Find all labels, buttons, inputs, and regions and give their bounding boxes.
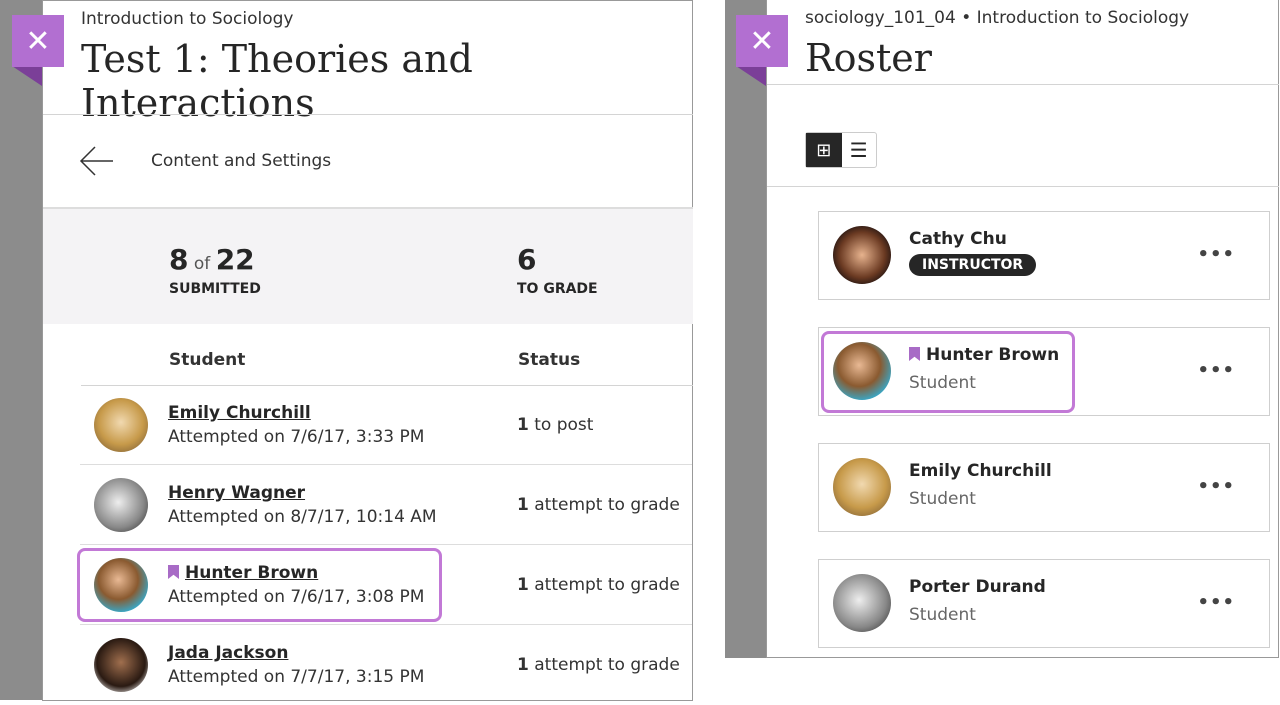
to-grade-label: TO GRADE xyxy=(517,281,598,297)
summary-bar: 8 of 22 SUBMITTED 6 TO GRADE xyxy=(43,207,693,324)
backdrop-left xyxy=(0,0,44,700)
member-name: Cathy Chu xyxy=(909,229,1007,249)
role-badge: INSTRUCTOR xyxy=(909,254,1037,276)
close-fold xyxy=(12,66,42,86)
back-button[interactable] xyxy=(79,143,115,179)
test-panel: Introduction to Sociology Test 1: Theori… xyxy=(42,0,693,701)
grading-status: 1 attempt to grade xyxy=(517,575,680,595)
avatar xyxy=(833,574,891,632)
page-title: Roster xyxy=(805,36,932,80)
list-view-button[interactable]: ☰ xyxy=(842,133,877,167)
page-title: Test 1: Theories and Interactions xyxy=(81,37,473,125)
member-role: Student xyxy=(909,373,976,393)
grid-view-button[interactable]: ⊞ xyxy=(806,133,842,167)
avatar xyxy=(94,478,148,532)
more-options-button[interactable]: ••• xyxy=(1197,592,1235,613)
roster-card[interactable]: Porter Durand Student ••• xyxy=(818,559,1270,648)
ellipsis-icon: ••• xyxy=(1197,244,1235,265)
member-name: Porter Durand xyxy=(909,577,1046,597)
column-student: Student xyxy=(169,350,246,370)
list-icon: ☰ xyxy=(849,138,868,162)
avatar xyxy=(94,638,148,692)
student-name-link[interactable]: Hunter Brown xyxy=(185,563,319,583)
grading-status: 1 to post xyxy=(517,415,594,435)
highlight-box xyxy=(821,331,1075,413)
view-toggle: ⊞ ☰ xyxy=(805,132,877,168)
more-options-button[interactable]: ••• xyxy=(1197,360,1235,381)
table-row: Jada Jackson Attempted on 7/7/17, 3:15 P… xyxy=(80,625,692,705)
course-name: Introduction to Sociology xyxy=(81,9,294,29)
student-name-link[interactable]: Jada Jackson xyxy=(168,643,289,663)
ellipsis-icon: ••• xyxy=(1197,476,1235,497)
student-name-link[interactable]: Henry Wagner xyxy=(168,483,306,503)
member-role: Student xyxy=(909,605,976,625)
avatar xyxy=(94,398,148,452)
submitted-label: SUBMITTED xyxy=(169,281,261,297)
roster-card[interactable]: Hunter Brown Student ••• xyxy=(818,327,1270,416)
more-options-button[interactable]: ••• xyxy=(1197,476,1235,497)
table-row: Emily Churchill Attempted on 7/6/17, 3:3… xyxy=(80,385,692,465)
ellipsis-icon: ••• xyxy=(1197,592,1235,613)
nav-label: Content and Settings xyxy=(151,151,332,171)
backdrop-right xyxy=(725,0,769,658)
attempt-date: Attempted on 7/6/17, 3:33 PM xyxy=(168,427,425,447)
bookmark-icon xyxy=(909,347,920,361)
close-icon: ✕ xyxy=(749,23,775,59)
roster-card[interactable]: Cathy Chu INSTRUCTOR ••• xyxy=(818,211,1270,300)
close-roster-button[interactable]: ✕ xyxy=(736,15,788,67)
avatar xyxy=(833,226,891,284)
member-name: Emily Churchill xyxy=(909,461,1052,481)
ellipsis-icon: ••• xyxy=(1197,360,1235,381)
bookmark-icon xyxy=(168,565,179,579)
roster-card[interactable]: Emily Churchill Student ••• xyxy=(818,443,1270,532)
close-icon: ✕ xyxy=(25,23,51,59)
member-name: Hunter Brown xyxy=(909,345,1059,365)
course-name: sociology_101_04 • Introduction to Socio… xyxy=(805,8,1190,28)
grading-status: 1 attempt to grade xyxy=(517,655,680,675)
close-button[interactable]: ✕ xyxy=(12,15,64,67)
attempt-date: Attempted on 7/7/17, 3:15 PM xyxy=(168,667,425,687)
arrow-left-icon xyxy=(79,146,113,176)
more-options-button[interactable]: ••• xyxy=(1197,244,1235,265)
student-name-link[interactable]: Emily Churchill xyxy=(168,403,311,423)
avatar xyxy=(94,558,148,612)
column-status: Status xyxy=(518,350,581,370)
highlight-box xyxy=(77,548,442,622)
avatar xyxy=(833,458,891,516)
table-row: Hunter Brown Attempted on 7/6/17, 3:08 P… xyxy=(80,545,692,625)
attempt-date: Attempted on 7/6/17, 3:08 PM xyxy=(168,587,425,607)
grading-status: 1 attempt to grade xyxy=(517,495,680,515)
grid-icon: ⊞ xyxy=(816,139,832,161)
table-row: Henry Wagner Attempted on 8/7/17, 10:14 … xyxy=(80,465,692,545)
close-fold xyxy=(736,66,766,86)
attempt-date: Attempted on 8/7/17, 10:14 AM xyxy=(168,507,437,527)
to-grade-count: 6 xyxy=(517,243,537,276)
member-role: Student xyxy=(909,489,976,509)
submitted-count: 8 of 22 xyxy=(169,243,255,276)
avatar xyxy=(833,342,891,400)
